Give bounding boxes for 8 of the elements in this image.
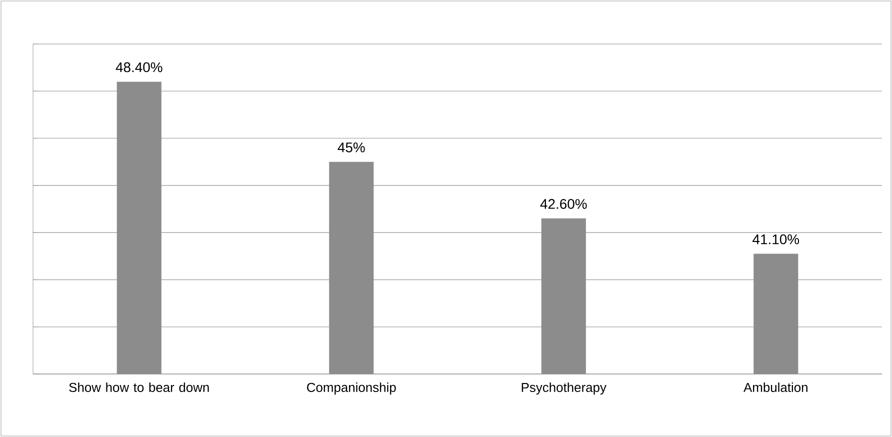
data-label: 42.60% bbox=[540, 199, 587, 209]
data-label: 48.40% bbox=[116, 62, 162, 72]
data-label: 41.10% bbox=[752, 234, 800, 244]
x-tick-label: Psychotherapy bbox=[522, 382, 606, 395]
x-tick-label: Ambulation bbox=[744, 382, 808, 392]
x-tick-label: Show how to bear down bbox=[69, 382, 209, 392]
data-label: 45% bbox=[338, 142, 365, 152]
x-tick-label: Companionship bbox=[307, 382, 396, 395]
